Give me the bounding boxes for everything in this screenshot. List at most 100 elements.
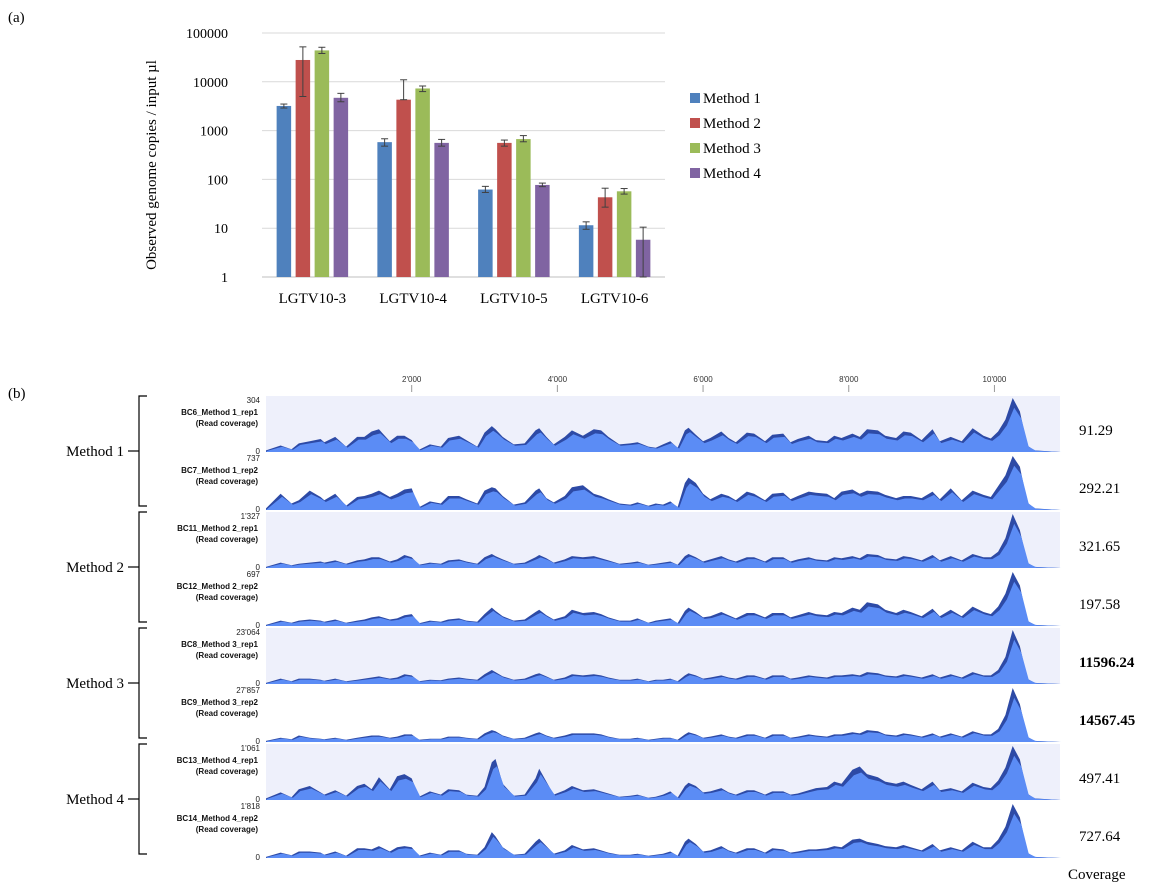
bar: [434, 142, 449, 277]
x-tick-label: LGTV10-5: [480, 291, 548, 307]
method-group-label: Method 1: [66, 444, 124, 460]
method-bracket: [138, 627, 147, 739]
legend-entry: Method 4: [703, 166, 761, 182]
x-tick-label: LGTV10-3: [279, 291, 347, 307]
track-ymin: 0: [256, 447, 261, 456]
track-label: BC13_Method 4_rep1: [177, 756, 259, 765]
bar: [314, 50, 330, 278]
track-ymax: 1'327: [241, 512, 261, 521]
legend-entry: Method 2: [703, 116, 761, 132]
bar: [478, 189, 493, 277]
track-ymax: 1'061: [241, 744, 261, 753]
x-tick-label: 6'000: [693, 375, 713, 384]
y-axis-label: Observed genome copies / input µl: [144, 60, 160, 270]
x-tick-label: LGTV10-4: [379, 291, 447, 307]
track-ymin: 0: [256, 679, 261, 688]
method-bracket: [138, 395, 147, 507]
track-sublabel: (Read coverage): [196, 535, 259, 544]
track-label: BC12_Method 2_rep2: [177, 582, 259, 591]
coverage-area-inner: [266, 755, 1062, 800]
track-ymax: 23'064: [236, 628, 260, 637]
track-ymax: 1'818: [241, 802, 261, 811]
track-label: BC7_Method 1_rep2: [181, 466, 258, 475]
track-ymin: 0: [256, 737, 261, 746]
coverage-value: 11596.24: [1079, 655, 1135, 671]
x-tick-label: LGTV10-6: [581, 291, 649, 307]
legend-swatch: [690, 93, 700, 103]
x-tick-label: 8'000: [839, 375, 859, 384]
bar: [295, 59, 311, 278]
coverage-value: 91.29: [1079, 423, 1113, 439]
track-sublabel: (Read coverage): [196, 651, 259, 660]
track-sublabel: (Read coverage): [196, 593, 259, 602]
coverage-value: 14567.45: [1079, 713, 1135, 729]
track-ymax: 27'857: [236, 686, 260, 695]
track-background: [266, 512, 1060, 568]
bar: [333, 97, 349, 277]
bar: [396, 99, 411, 277]
track-sublabel: (Read coverage): [196, 419, 259, 428]
bar: [578, 225, 594, 277]
track-background: [266, 628, 1060, 684]
coverage-area-inner: [266, 697, 1062, 742]
coverage-area-outer: [266, 688, 1060, 742]
x-tick-label: 4'000: [548, 375, 568, 384]
track-label: BC9_Method 3_rep2: [181, 698, 258, 707]
coverage-value: 727.64: [1079, 829, 1121, 845]
legend-entry: Method 1: [703, 91, 761, 107]
track-ymin: 0: [256, 621, 261, 630]
method-group-label: Method 4: [66, 792, 124, 808]
x-tick-label: 2'000: [402, 375, 422, 384]
coverage-area-inner: [266, 639, 1062, 684]
coverage-area-outer: [266, 456, 1060, 510]
track-label: BC6_Method 1_rep1: [181, 408, 258, 417]
y-tick-label: 100: [207, 173, 228, 188]
method-group-label: Method 2: [66, 560, 124, 576]
track-sublabel: (Read coverage): [196, 825, 259, 834]
x-tick-label: 10'000: [983, 375, 1007, 384]
panel-b-label: (b): [8, 386, 26, 402]
track-ymax: 697: [247, 570, 261, 579]
track-ymin: 0: [256, 563, 261, 572]
track-sublabel: (Read coverage): [196, 709, 259, 718]
coverage-area-outer: [266, 398, 1060, 452]
y-tick-label: 1: [221, 271, 228, 286]
bar: [276, 105, 292, 277]
y-tick-label: 10000: [193, 76, 228, 91]
legend-entry: Method 3: [703, 141, 761, 157]
track-sublabel: (Read coverage): [196, 767, 259, 776]
coverage-value: 497.41: [1079, 771, 1120, 787]
coverage-column-label: Coverage: [1068, 867, 1126, 883]
coverage-area-inner: [266, 523, 1062, 568]
track-label: BC14_Method 4_rep2: [177, 814, 259, 823]
coverage-area-inner: [266, 581, 1062, 626]
track-ymin: 0: [256, 795, 261, 804]
track-ymax: 737: [247, 454, 261, 463]
coverage-area-outer: [266, 804, 1060, 858]
method-group-label: Method 3: [66, 676, 124, 692]
y-tick-label: 1000: [200, 125, 228, 140]
bar-chart: 1 10 100 1000 10000 100000 Observed genome cop…: [144, 27, 665, 307]
track-ymin: 0: [256, 505, 261, 514]
coverage-area-inner: [266, 813, 1062, 858]
y-tick-label: 10: [214, 222, 228, 237]
track-ymax: 304: [247, 396, 261, 405]
track-label: BC8_Method 3_rep1: [181, 640, 258, 649]
bar: [516, 139, 531, 277]
track-sublabel: (Read coverage): [196, 477, 259, 486]
legend-swatch: [690, 168, 700, 178]
coverage-plot: 2'000 4'000 6'000 8'000 10'000 304 0 BC6_Method…: [66, 375, 1135, 883]
legend-swatch: [690, 118, 700, 128]
coverage-value: 321.65: [1079, 539, 1120, 555]
bar: [616, 191, 632, 277]
coverage-area-inner: [266, 465, 1062, 510]
coverage-value: 197.58: [1079, 597, 1120, 613]
bar: [497, 142, 512, 277]
bar: [377, 142, 392, 277]
y-tick-label: 100000: [186, 27, 228, 42]
track-label: BC11_Method 2_rep1: [177, 524, 258, 533]
method-bracket: [138, 511, 147, 623]
method-bracket: [138, 743, 147, 855]
legend: Method 1 Method 2 Method 3 Method 4: [690, 91, 761, 182]
